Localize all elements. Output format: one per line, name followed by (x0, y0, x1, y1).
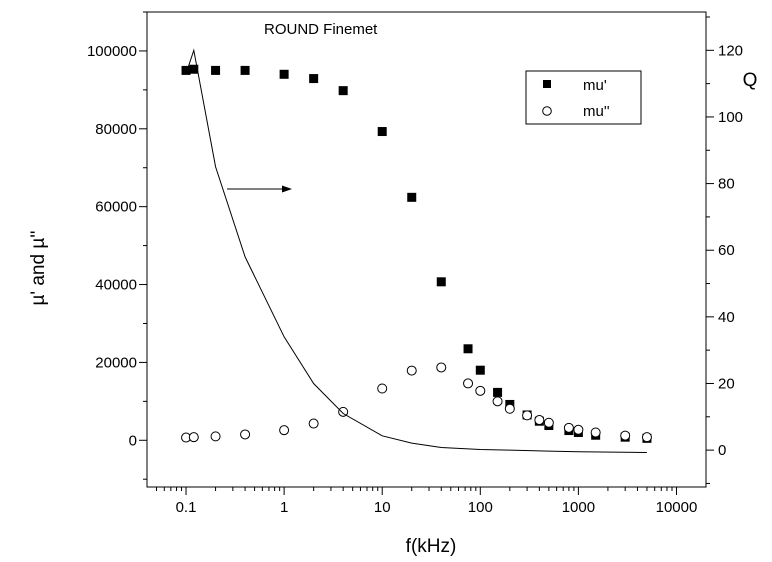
plot-area (146, 11, 707, 488)
mu-double-prime-point (463, 378, 474, 389)
mu-double-prime-point (563, 422, 574, 433)
y2-tick-label: 100 (718, 109, 743, 126)
y-tick-label: 100000 (87, 43, 137, 60)
mu-double-prime-point (308, 418, 319, 429)
mu-double-prime-point (188, 432, 199, 443)
y-tick-label: 40000 (95, 277, 137, 294)
y2-tick-label: 40 (718, 309, 735, 326)
mu-double-prime-point (377, 383, 388, 394)
mu-double-prime-point (406, 365, 417, 376)
mu-double-prime-point (240, 429, 251, 440)
mu-prime-point (407, 192, 417, 202)
mu-prime-point (475, 365, 485, 375)
x-axis-label: f(kHz) (406, 536, 457, 557)
legend-marker-mu-double-prime (542, 106, 552, 116)
mu-prime-point (189, 64, 199, 74)
mu-double-prime-point (641, 432, 652, 443)
q-axis-arrow-annotation (227, 185, 292, 193)
legend: mu' mu'' (525, 70, 642, 125)
y-tick-label: 20000 (95, 354, 137, 371)
y2-tick-label: 120 (718, 42, 743, 59)
mu-prime-point (279, 69, 289, 79)
mu-double-prime-point (573, 424, 584, 435)
mu-prime-point (377, 127, 387, 137)
x-tick-label: 10 (374, 499, 391, 516)
y2-tick-label: 0 (718, 442, 726, 459)
y-axis-label: µ' and µ'' (28, 230, 49, 305)
y2-tick-label: 80 (718, 176, 735, 193)
mu-prime-point (240, 65, 250, 75)
mu-prime-point (338, 86, 348, 96)
legend-label-mu-double-prime: mu'' (583, 103, 610, 120)
x-tick-label: 1 (280, 499, 288, 516)
mu-prime-point (181, 65, 191, 75)
mu-double-prime-point (504, 403, 515, 414)
mu-prime-point (309, 74, 319, 84)
legend-marker-mu-prime (543, 80, 551, 88)
mu-prime-point (211, 65, 221, 75)
mu-prime-point (493, 387, 503, 397)
y-tick-label: 80000 (95, 121, 137, 138)
q-line (185, 48, 647, 453)
mu-double-prime-point (436, 362, 447, 373)
mu-prime-point (463, 344, 473, 354)
mu-double-prime-point (210, 431, 221, 442)
data-marks (181, 48, 652, 453)
legend-label-mu-prime: mu' (583, 77, 607, 94)
y2-tick-label: 60 (718, 242, 735, 259)
x-tick-label: 10000 (656, 499, 698, 516)
chart-title: ROUND Finemet (264, 21, 378, 38)
x-tick-label: 100 (468, 499, 493, 516)
plot-frame (146, 11, 707, 488)
mu-double-prime-point (475, 385, 486, 396)
mu-double-prime-point (279, 425, 290, 436)
x-tick-label: 1000 (562, 499, 595, 516)
mu-double-prime-point (338, 406, 349, 417)
mu-double-prime-point (534, 415, 545, 426)
y-tick-label: 0 (129, 432, 137, 449)
y2-axis-label: Q (743, 70, 758, 91)
mu-prime-point (436, 277, 446, 287)
mu-double-prime-point (492, 396, 503, 407)
y2-tick-label: 20 (718, 375, 735, 392)
mu-double-prime-point (620, 430, 631, 441)
mu-double-prime-point (590, 427, 601, 438)
mu-double-prime-point (543, 417, 554, 428)
axes: 0.1 1 10 100 1000 100000200004000060000800001… (87, 11, 743, 516)
mu-double-prime-point (522, 410, 533, 421)
x-tick-label: 0.1 (176, 499, 197, 516)
y-tick-label: 60000 (95, 199, 137, 216)
